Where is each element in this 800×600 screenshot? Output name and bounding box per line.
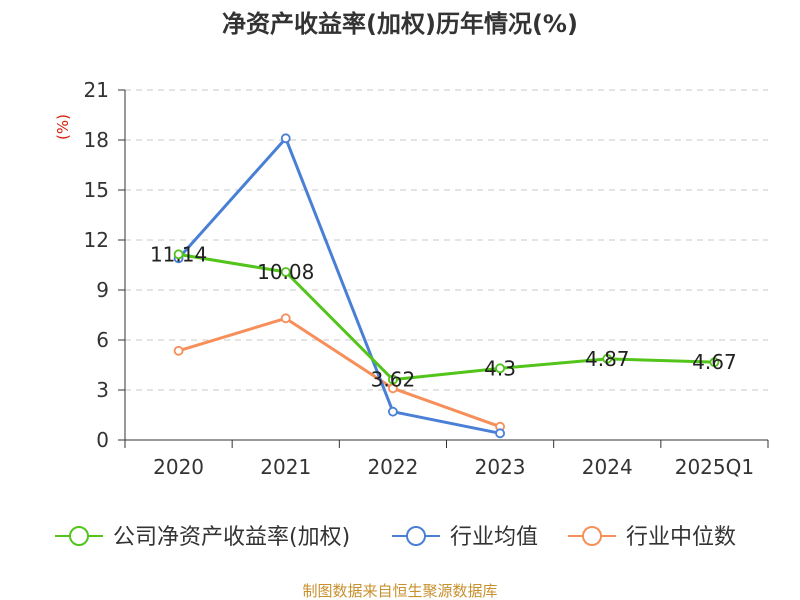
series-point-0 — [388, 374, 398, 385]
y-tick-label: 15 — [84, 178, 109, 202]
legend: 公司净资产收益率(加权) 行业均值 行业中位数 — [55, 525, 736, 550]
series-point-0 — [709, 357, 720, 368]
source-note: 制图数据来自恒生聚源数据库 — [302, 582, 497, 600]
x-tick-label: 2020 — [153, 455, 204, 479]
data-label: 11.14 — [150, 242, 207, 266]
y-axis-label: (%) — [54, 114, 72, 140]
data-labels: 11.14 10.08 3.62 4.3 4.87 4.67 — [150, 242, 737, 391]
data-label: 4.3 — [484, 356, 516, 380]
series-point-0 — [602, 353, 613, 364]
x-tick-label: 2021 — [260, 455, 311, 479]
y-tick-label: 18 — [84, 128, 109, 152]
series-point-0 — [173, 249, 184, 260]
legend-label: 公司净资产收益率(加权) — [113, 525, 350, 550]
data-label: 4.87 — [585, 347, 630, 371]
legend-item-1: 行业均值 — [392, 525, 538, 550]
x-tick-label: 2024 — [582, 455, 633, 479]
x-tick-label: 2023 — [475, 455, 526, 479]
series-point-0 — [280, 267, 291, 277]
y-tick-label: 3 — [96, 378, 109, 402]
series-line-0 — [178, 252, 715, 382]
chart-title: 净资产收益率(加权)历年情况(%) — [222, 10, 578, 38]
legend-marker-icon — [69, 526, 89, 546]
legend-item-2: 行业中位数 — [568, 525, 736, 550]
x-tick-label: 2025Q1 — [675, 455, 754, 479]
legend-label: 行业均值 — [450, 525, 538, 550]
series-line-2 — [178, 316, 501, 429]
y-tick-label: 6 — [96, 328, 109, 352]
series-point-2 — [280, 313, 291, 324]
y-tick-label: 12 — [84, 228, 109, 252]
series-point-1 — [388, 406, 398, 417]
series-point-0 — [495, 363, 505, 374]
legend-marker-icon — [582, 526, 602, 546]
y-tick-label: 21 — [84, 78, 109, 102]
y-tick-label: 9 — [96, 278, 109, 302]
data-label: 4.67 — [692, 350, 737, 374]
grid — [125, 89, 768, 391]
series-point-1 — [495, 428, 505, 439]
series-line-1 — [177, 136, 501, 435]
legend-marker-icon — [406, 526, 426, 546]
y-tick-label: 0 — [96, 428, 109, 452]
x-tick-label: 2022 — [367, 455, 418, 479]
axes: 0 3 6 9 12 15 18 21 2020 2021 2022 2023 2024 2025Q1 — [84, 78, 769, 479]
series-point-1 — [280, 133, 291, 144]
data-label: 10.08 — [257, 260, 314, 284]
legend-item-0: 公司净资产收益率(加权) — [55, 525, 350, 550]
data-label: 3.62 — [371, 368, 416, 392]
series-point-2 — [173, 345, 184, 356]
legend-label: 行业中位数 — [626, 525, 736, 550]
series-group — [173, 133, 720, 439]
